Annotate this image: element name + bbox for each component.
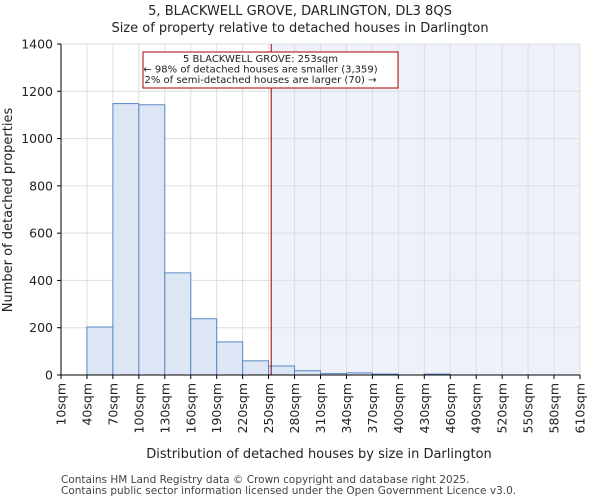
- y-tick-label: 400: [29, 273, 53, 288]
- y-tick-label: 600: [29, 226, 53, 241]
- histogram-bar: [164, 272, 192, 376]
- x-tick-label: 490sqm: [469, 383, 484, 433]
- histogram-bar: [216, 341, 244, 376]
- histogram-bar: [138, 104, 166, 376]
- x-tick-label: 430sqm: [417, 383, 432, 433]
- annotation-line: 5 BLACKWELL GROVE: 253sqm: [183, 54, 338, 65]
- x-tick-label: 70sqm: [105, 383, 120, 426]
- x-tick-label: 190sqm: [209, 383, 224, 433]
- histogram-bar: [268, 365, 296, 376]
- x-tick-label: 340sqm: [339, 383, 354, 433]
- histogram-bar: [112, 103, 140, 376]
- x-tick-label: 280sqm: [287, 383, 302, 433]
- x-tick-label: 250sqm: [261, 383, 276, 433]
- annotation-line: ← 98% of detached houses are smaller (3,…: [143, 65, 377, 76]
- y-tick-label: 1200: [21, 84, 53, 99]
- footer-line-1: Contains HM Land Registry data © Crown c…: [61, 474, 470, 486]
- footer-line-2: Contains public sector information licen…: [61, 485, 517, 497]
- x-axis-label: Distribution of detached houses by size …: [146, 447, 492, 462]
- histogram-bar: [190, 318, 218, 376]
- chart-subtitle: Size of property relative to detached ho…: [111, 21, 488, 36]
- x-tick-label: 100sqm: [131, 383, 146, 433]
- x-tick-label: 370sqm: [365, 383, 380, 433]
- x-tick-label: 460sqm: [443, 383, 458, 433]
- y-tick-label: 800: [29, 178, 53, 193]
- x-tick-label: 160sqm: [183, 383, 198, 433]
- chart-title: 5, BLACKWELL GROVE, DARLINGTON, DL3 8QS: [148, 4, 452, 19]
- x-tick-label: 130sqm: [157, 383, 172, 433]
- histogram-bar: [294, 370, 321, 376]
- annotation-line: 2% of semi-detached houses are larger (7…: [144, 75, 376, 86]
- highlight-region: [271, 44, 580, 375]
- x-tick-label: 310sqm: [313, 383, 328, 433]
- x-tick-label: 400sqm: [391, 383, 406, 433]
- y-tick-label: 1000: [21, 131, 53, 146]
- y-tick-label: 200: [29, 320, 53, 335]
- histogram-bar: [86, 326, 114, 376]
- y-tick-label: 0: [45, 368, 53, 383]
- y-axis-label: Number of detached properties: [1, 108, 16, 313]
- plot-area: 0 200 400 600 800 1000 1200 1400 10sqm 40sqm 70sqm…: [21, 37, 587, 434]
- x-tick-label: 220sqm: [235, 383, 250, 433]
- histogram-bar: [242, 360, 270, 376]
- annotation-box: [142, 51, 399, 89]
- x-tick-label: 10sqm: [54, 383, 69, 426]
- x-tick-label: 520sqm: [495, 383, 510, 433]
- x-tick-label: 610sqm: [573, 383, 588, 433]
- x-tick-label: 40sqm: [79, 383, 94, 426]
- y-tick-label: 1400: [21, 37, 53, 52]
- x-tick-label: 550sqm: [521, 383, 536, 433]
- x-tick-label: 580sqm: [547, 383, 562, 433]
